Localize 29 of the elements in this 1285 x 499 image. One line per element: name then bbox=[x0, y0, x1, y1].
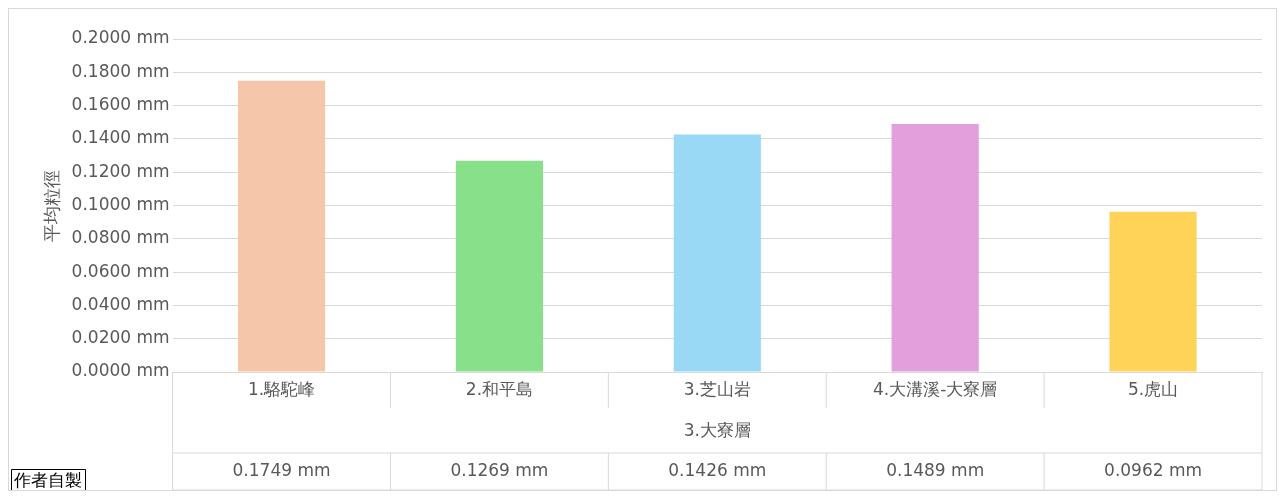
y-tick-label: 0.0400 mm bbox=[71, 293, 170, 314]
data-label: 0.1749 mm bbox=[232, 459, 331, 480]
data-label: 0.1426 mm bbox=[668, 459, 767, 480]
y-tick-label: 0.1400 mm bbox=[71, 127, 170, 148]
y-tick-label: 0.1800 mm bbox=[71, 60, 170, 81]
x-tick-label: 4.大溝溪-大寮層 bbox=[873, 379, 998, 400]
y-tick-label: 0.0600 mm bbox=[71, 260, 170, 281]
x-axis-title: 3.大寮層 bbox=[683, 419, 751, 440]
y-tick-label: 0.1200 mm bbox=[71, 160, 170, 181]
y-tick-label: 0.0800 mm bbox=[71, 227, 170, 248]
y-tick-label: 0.0200 mm bbox=[71, 327, 170, 348]
data-label: 0.1269 mm bbox=[450, 459, 549, 480]
y-tick-label: 0.0000 mm bbox=[71, 360, 170, 381]
y-tick-label: 0.1000 mm bbox=[71, 193, 170, 214]
bar bbox=[673, 134, 761, 372]
y-tick-label: 0.1600 mm bbox=[71, 94, 170, 115]
text: 作者自製 bbox=[13, 470, 82, 491]
y-tick-label: 0.2000 mm bbox=[71, 27, 170, 48]
bar bbox=[455, 160, 543, 372]
bar bbox=[891, 124, 979, 372]
bar bbox=[1109, 211, 1197, 372]
data-label: 0.0962 mm bbox=[1104, 459, 1203, 480]
bar bbox=[237, 80, 326, 372]
x-tick-label: 5.虎山 bbox=[1127, 379, 1179, 400]
x-tick-label: 3.芝山岩 bbox=[683, 379, 751, 400]
x-tick-label: 2.和平島 bbox=[465, 379, 534, 400]
data-label: 0.1489 mm bbox=[886, 459, 985, 480]
x-tick-label: 1.駱駝峰 bbox=[247, 379, 316, 400]
y-axis-title: 平均粒徑 bbox=[41, 169, 63, 242]
